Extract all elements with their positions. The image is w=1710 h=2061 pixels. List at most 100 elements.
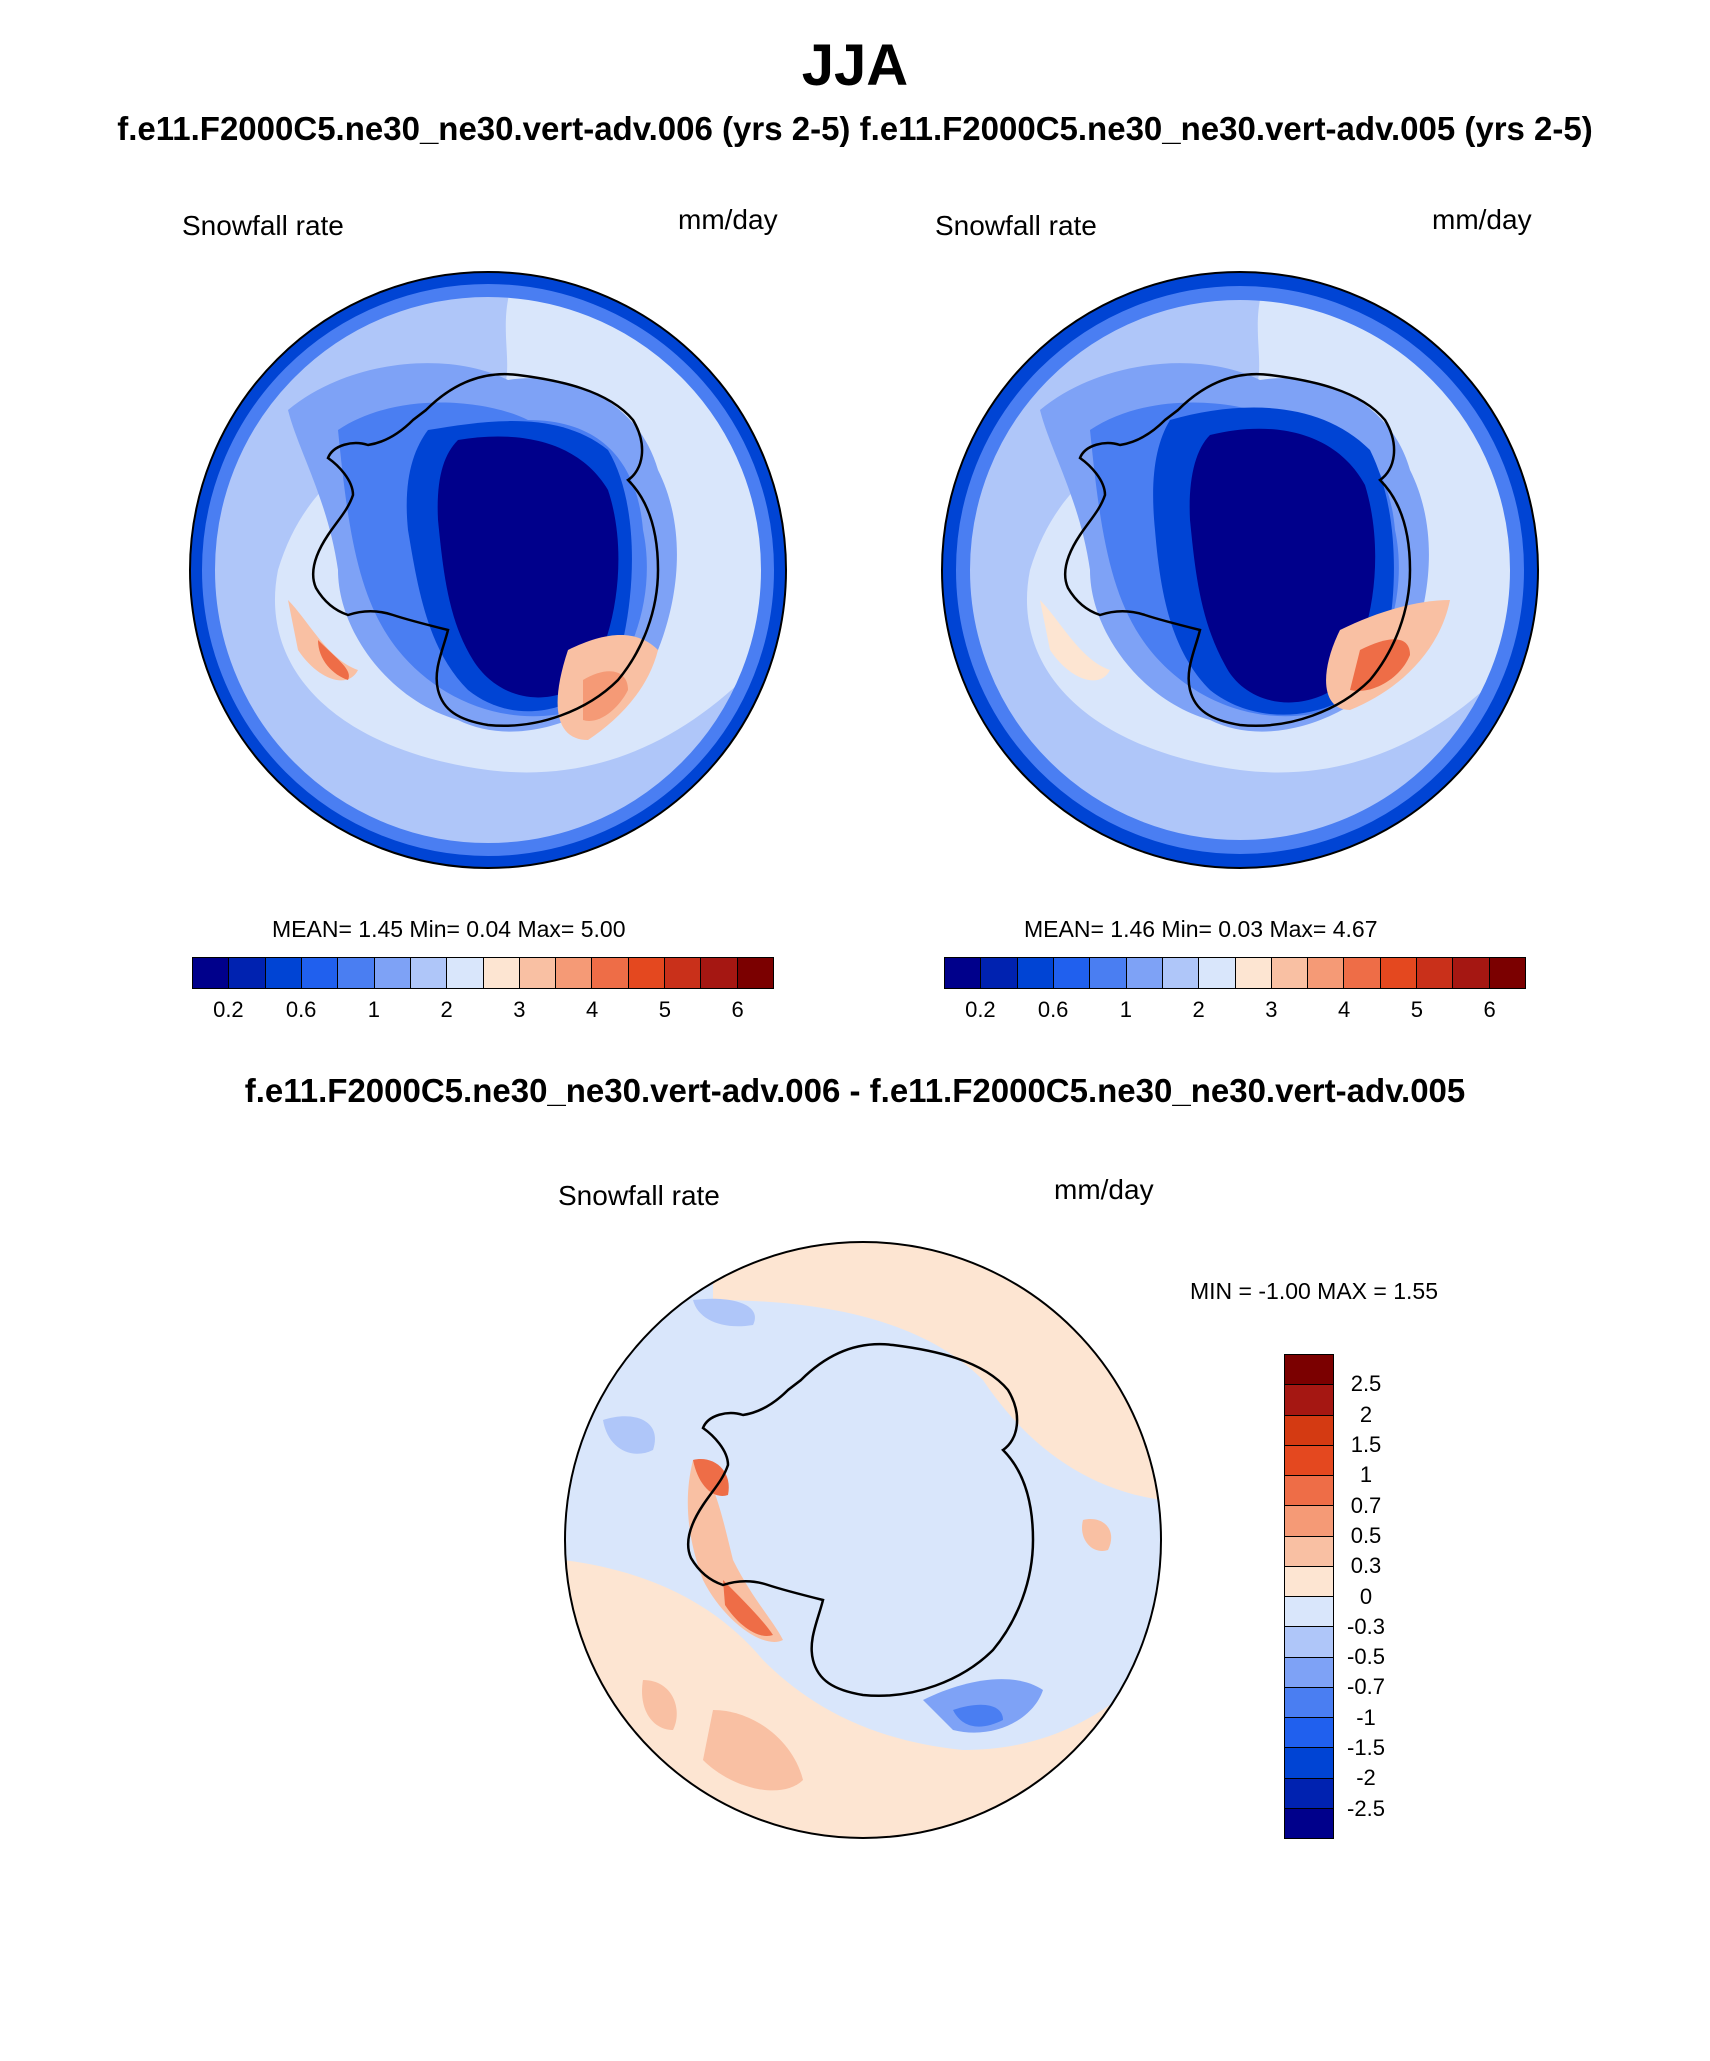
left-units-label: mm/day (678, 204, 778, 235)
colorbar-swatch (1285, 1536, 1333, 1567)
diff-units-label: mm/day (1054, 1174, 1154, 1205)
colorbar-swatch (301, 958, 339, 988)
colorbar-tick-label: 0.6 (285, 997, 317, 1022)
colorbar-tick-label: 1 (1359, 1462, 1373, 1488)
colorbar-swatch (701, 958, 738, 988)
colorbar-swatch (556, 958, 593, 988)
right-stats: MEAN= 1.46 Min= 0.03 Max= 4.67 (1024, 916, 1378, 942)
left-map-peninsula-hot (318, 640, 349, 680)
diff-map-east-orange (1082, 1519, 1112, 1551)
colorbar-tick-label: 0.3 (1350, 1553, 1382, 1579)
diff-map-south-pale (565, 1560, 1161, 1838)
colorbar-swatch (1344, 958, 1381, 988)
right-map-peninsula-warm (1040, 600, 1110, 681)
colorbar-swatch (1199, 958, 1236, 988)
diff-map-w-orange (642, 1680, 677, 1730)
colorbar-swatch (265, 958, 302, 988)
left-map-peninsula-warm (288, 600, 358, 681)
colorbar-swatch (1417, 958, 1454, 988)
colorbar-swatch (1235, 958, 1272, 988)
left-antarctica-coast (311, 372, 660, 727)
colorbar-swatch (1285, 1415, 1333, 1446)
colorbar-tick-label: 2.5 (1350, 1371, 1382, 1397)
colorbar-swatch (1285, 1778, 1333, 1809)
colorbar-swatch (1285, 1597, 1333, 1628)
difference-title: f.e11.F2000C5.ne30_ne30.vert-adv.006 - f… (244, 1072, 1466, 1109)
diff-map-sw-orange (703, 1710, 803, 1791)
diff-map-peninsula-red-north (693, 1459, 729, 1496)
colorbar-tick-label: 1.5 (1350, 1431, 1382, 1457)
left-colorbar (192, 957, 774, 989)
colorbar-swatch (1271, 958, 1309, 988)
right-map-navy-core (1189, 428, 1376, 703)
colorbar-swatch (1285, 1566, 1333, 1597)
colorbar-swatch (1126, 958, 1163, 988)
colorbar-tick-label: 4 (1338, 997, 1351, 1022)
colorbar-tick-label: 4 (586, 997, 599, 1022)
colorbar-swatch (1285, 1627, 1333, 1658)
figure-subtitle: f.e11.F2000C5.ne30_ne30.vert-adv.006 (yr… (117, 110, 1593, 147)
left-map-boundary (189, 271, 787, 869)
colorbar-tick-label: -1.5 (1347, 1735, 1385, 1761)
colorbar-tick-label: 1 (367, 997, 380, 1022)
figure-title: JJA (801, 33, 909, 98)
left-map-navy-core (437, 436, 619, 698)
colorbar-tick-label: 0.2 (213, 997, 244, 1022)
colorbar-swatch (483, 958, 520, 988)
colorbar-swatch (374, 958, 411, 988)
right-colorbar (944, 957, 1526, 989)
colorbar-swatch (1285, 1445, 1333, 1476)
colorbar-swatch (1285, 1687, 1333, 1718)
colorbar-swatch (193, 958, 230, 988)
colorbar-swatch (665, 958, 702, 988)
diff-polar-map (564, 1241, 1162, 1839)
colorbar-swatch (1308, 958, 1345, 988)
colorbar-swatch (1162, 958, 1200, 988)
diff-map-peninsula-red (723, 1580, 773, 1636)
colorbar-tick-label: 2 (440, 997, 453, 1022)
colorbar-swatch (447, 958, 484, 988)
diff-colorbar (1284, 1354, 1334, 1839)
colorbar-tick-label: 5 (658, 997, 671, 1022)
colorbar-tick-label: 6 (1483, 997, 1496, 1022)
colorbar-swatch (519, 958, 557, 988)
colorbar-swatch (1285, 1748, 1333, 1779)
colorbar-tick-label: 6 (731, 997, 744, 1022)
colorbar-swatch (1285, 1385, 1333, 1416)
colorbar-tick-label: 2 (1359, 1401, 1373, 1427)
left-map-orange-core (583, 671, 628, 721)
colorbar-tick-label: -1 (1356, 1704, 1376, 1730)
colorbar-swatch (1285, 1808, 1333, 1838)
left-stats: MEAN= 1.45 Min= 0.04 Max= 5.00 (272, 916, 626, 942)
left-field-label: Snowfall rate (182, 210, 344, 241)
colorbar-tick-label: 2 (1192, 997, 1205, 1022)
right-antarctica-coast (1063, 372, 1412, 727)
diff-stats: MIN = -1.00 MAX = 1.55 (1190, 1278, 1439, 1304)
diff-map-west-blue (603, 1416, 655, 1454)
colorbar-swatch (1380, 958, 1418, 988)
colorbar-tick-label: 3 (513, 997, 526, 1022)
colorbar-swatch (1090, 958, 1127, 988)
colorbar-tick-label: -2.5 (1347, 1795, 1385, 1821)
colorbar-tick-label: 1 (1119, 997, 1132, 1022)
colorbar-tick-label: 0.2 (965, 997, 996, 1022)
colorbar-swatch (1285, 1718, 1333, 1749)
colorbar-tick-label: -0.7 (1347, 1674, 1385, 1700)
colorbar-swatch (1489, 958, 1525, 988)
colorbar-tick-label: 5 (1410, 997, 1423, 1022)
left-polar-map (189, 271, 787, 869)
colorbar-swatch (410, 958, 448, 988)
diff-antarctica-coast (686, 1342, 1035, 1697)
diff-map-peninsula-orange (687, 1460, 783, 1642)
colorbar-swatch (1053, 958, 1091, 988)
colorbar-swatch (945, 958, 982, 988)
right-units-label: mm/day (1432, 204, 1532, 235)
colorbar-swatch (1285, 1506, 1333, 1537)
colorbar-swatch (1285, 1476, 1333, 1507)
colorbar-tick-label: 0.6 (1037, 997, 1069, 1022)
colorbar-tick-label: -2 (1356, 1765, 1376, 1791)
right-polar-map (941, 271, 1539, 869)
colorbar-swatch (338, 958, 375, 988)
diff-map-boundary (564, 1241, 1162, 1839)
colorbar-tick-label: -0.5 (1347, 1644, 1385, 1670)
